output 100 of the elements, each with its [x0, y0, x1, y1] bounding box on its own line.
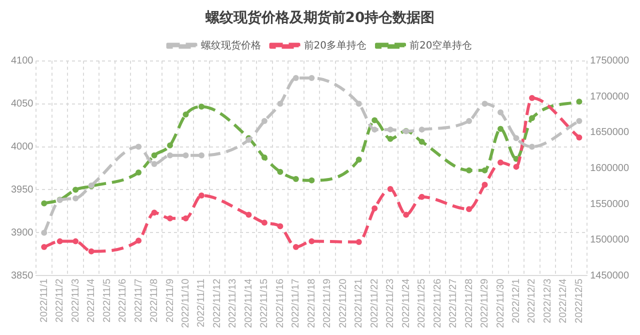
- x-tick-label: 2022/11/30: [495, 278, 506, 328]
- point: [498, 109, 504, 116]
- point: [528, 95, 535, 102]
- x-tick-label: 2022/12/4: [558, 278, 570, 324]
- point: [387, 136, 394, 142]
- point: [88, 248, 94, 254]
- point: [482, 100, 488, 107]
- point: [151, 160, 158, 167]
- point: [403, 212, 410, 218]
- point: [482, 167, 488, 174]
- x-tick-label: 2022/11/15: [259, 278, 270, 328]
- point: [72, 195, 79, 202]
- point: [41, 230, 48, 236]
- y2-tick-label: 1650000: [590, 127, 630, 138]
- x-tick-label: 2022/11/2: [54, 278, 66, 322]
- point: [372, 126, 378, 133]
- point: [41, 244, 48, 250]
- point: [466, 206, 472, 212]
- y-tick-label: 3950: [10, 184, 34, 196]
- x-tick-label: 2022/12/2: [526, 278, 538, 324]
- x-tick-label: 2022/11/4: [86, 278, 98, 322]
- point: [136, 170, 142, 176]
- x-tick-label: 2022/11/13: [228, 278, 239, 328]
- x-tick-label: 2022/11/1: [38, 278, 50, 322]
- point: [418, 138, 425, 145]
- point: [498, 160, 504, 166]
- point: [277, 100, 284, 107]
- point: [418, 126, 425, 133]
- point: [41, 200, 48, 206]
- point: [498, 126, 504, 132]
- x-tick-label: 2022/12/5: [574, 278, 585, 324]
- x-tick-label: 2022/11/19: [322, 278, 334, 328]
- point: [136, 238, 142, 244]
- y-tick-label: 3850: [10, 270, 34, 282]
- point: [576, 118, 582, 124]
- x-tick-label: 2022/11/22: [369, 278, 380, 328]
- point: [72, 238, 79, 244]
- x-tick-label: 2022/11/3: [70, 278, 82, 322]
- point: [387, 126, 394, 133]
- point: [56, 238, 63, 244]
- x-tick-label: 2022/11/6: [118, 278, 129, 322]
- x-tick-label: 2022/11/26: [432, 278, 444, 328]
- x-tick-label: 2022/12/3: [542, 278, 554, 324]
- x-tick-label: 2022/11/25: [416, 278, 428, 328]
- point: [182, 215, 189, 222]
- point: [466, 118, 472, 124]
- point: [182, 112, 189, 118]
- y2-tick-label: 1700000: [590, 91, 630, 102]
- y-tick-label: 4100: [10, 56, 34, 67]
- x-tick-label: 2022/11/16: [274, 278, 286, 328]
- x-tick-label: 2022/11/21: [354, 278, 365, 328]
- point: [308, 74, 315, 81]
- legend-label: 前20多单持仓: [304, 39, 367, 52]
- x-tick-label: 2022/11/27: [448, 278, 460, 328]
- point: [372, 205, 378, 212]
- point: [198, 192, 204, 198]
- point: [292, 74, 299, 81]
- point: [277, 168, 284, 175]
- point: [356, 156, 362, 163]
- x-tick-label: 2022/11/9: [164, 278, 176, 322]
- x-tick-label: 2022/11/24: [400, 278, 412, 328]
- x-tick-label: 2022/11/28: [464, 278, 475, 328]
- y2-tick-label: 1750000: [590, 56, 630, 67]
- point: [261, 154, 268, 160]
- point: [167, 142, 174, 148]
- x-tick-label: 2022/11/5: [102, 278, 113, 322]
- legend-label: 螺纹现货价格: [200, 39, 261, 52]
- point: [528, 115, 535, 122]
- chart-title: 螺纹现货价格及期货前20持仓数据图: [204, 10, 435, 26]
- x-tick-label: 2022/11/11: [196, 278, 208, 328]
- point: [198, 104, 204, 110]
- y-tick-label: 4000: [10, 142, 34, 153]
- x-tick-label: 2022/11/10: [180, 278, 192, 328]
- point: [182, 152, 189, 158]
- y2-tick-label: 1500000: [590, 234, 630, 246]
- point: [246, 212, 252, 218]
- x-tick-label: 2022/11/18: [306, 278, 318, 328]
- point: [387, 186, 394, 192]
- x-tick-label: 2022/11/29: [480, 278, 491, 328]
- point: [513, 164, 520, 170]
- y2-tick-label: 1450000: [590, 270, 630, 282]
- x-tick-label: 2022/11/20: [338, 278, 349, 328]
- point: [292, 244, 299, 250]
- point: [136, 144, 142, 150]
- point: [576, 134, 582, 140]
- point: [576, 98, 582, 105]
- point: [372, 117, 378, 124]
- point: [356, 100, 362, 107]
- y-tick-label: 3900: [10, 227, 34, 238]
- point: [292, 176, 299, 182]
- point: [466, 167, 472, 174]
- legend-label: 前20空单持仓: [410, 39, 472, 52]
- point: [151, 210, 158, 216]
- y-tick-label: 4050: [10, 98, 34, 110]
- point: [151, 152, 158, 158]
- point: [261, 220, 268, 226]
- point: [482, 182, 488, 188]
- point: [261, 118, 268, 124]
- x-tick-label: 2022/11/12: [212, 278, 223, 328]
- x-tick-label: 2022/11/14: [243, 278, 254, 328]
